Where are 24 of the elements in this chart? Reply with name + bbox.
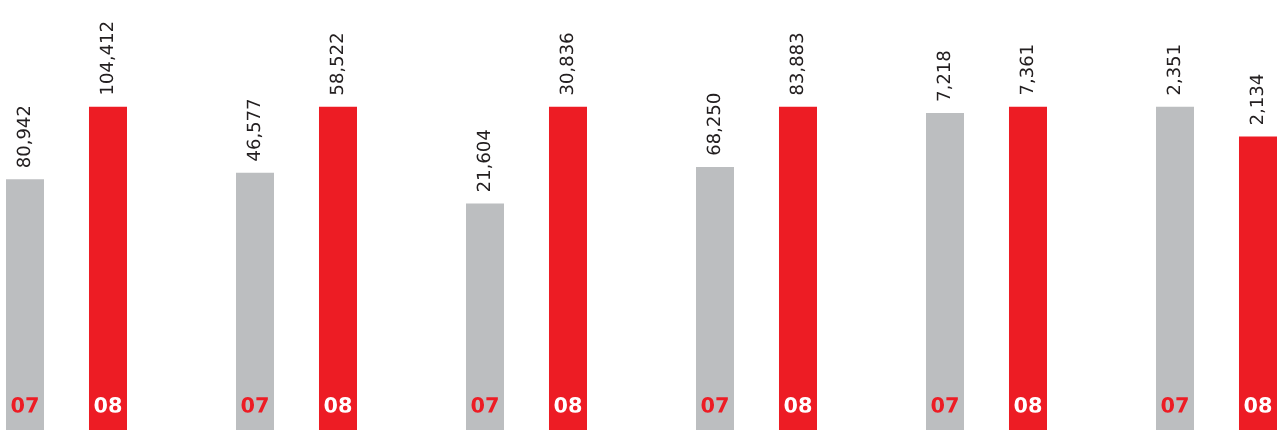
x-tick-label: 07	[701, 397, 728, 413]
data-label: 7,218	[936, 51, 953, 101]
data-label: 7,361	[1019, 45, 1036, 95]
data-label: 83,883	[789, 33, 806, 95]
x-tick-label: 07	[471, 397, 498, 413]
x-tick-label: 07	[241, 397, 268, 413]
data-label: 46,577	[246, 99, 263, 161]
data-label: 58,522	[329, 34, 346, 95]
data-label: 2,134	[1249, 74, 1266, 125]
x-tick-label: 07	[11, 397, 38, 413]
data-label: 80,942	[16, 106, 33, 168]
x-tick-label: 08	[554, 397, 582, 413]
data-label: 104,412	[99, 22, 116, 94]
x-tick-label: 07	[1161, 397, 1188, 413]
x-tick-label: 08	[1014, 397, 1042, 413]
x-tick-label: 08	[1244, 397, 1272, 413]
data-label: 2,351	[1166, 45, 1183, 95]
data-label: 68,250	[706, 93, 723, 155]
x-tick-label: 08	[94, 397, 122, 413]
x-tick-label: 08	[324, 397, 352, 413]
data-label: 30,836	[559, 33, 576, 95]
x-tick-label: 07	[931, 397, 958, 413]
data-label: 21,604	[476, 130, 493, 192]
x-tick-label: 08	[784, 397, 812, 413]
